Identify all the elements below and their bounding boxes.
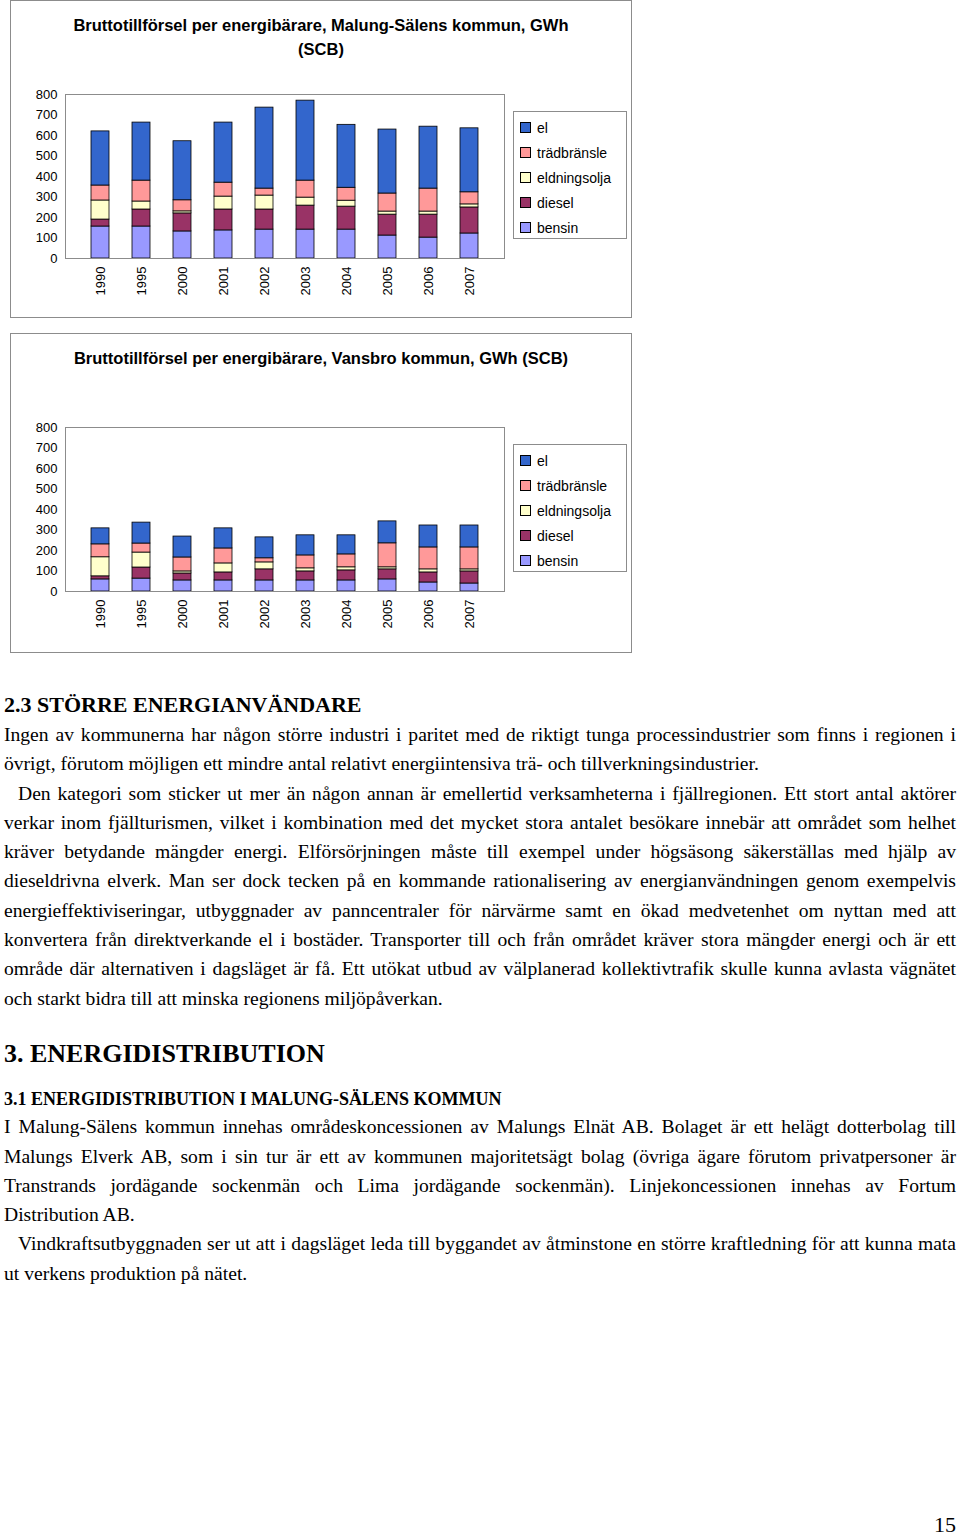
svg-text:500: 500 (36, 148, 58, 163)
svg-text:2006: 2006 (421, 600, 436, 629)
svg-text:2005: 2005 (380, 600, 395, 629)
svg-text:600: 600 (36, 461, 58, 476)
html-text:bensin: bensin (537, 219, 579, 236)
svg-text:2002: 2002 (257, 600, 272, 629)
html-text:Ingen av kommunerna har någon: Ingen av kommunerna har någon större ind… (4, 724, 956, 775)
html-text:diesel: diesel (537, 527, 574, 544)
svg-text:2007: 2007 (462, 600, 477, 629)
svg-text:2000: 2000 (175, 267, 190, 296)
html-text:trädbränsle: trädbränsle (537, 144, 607, 161)
svg-text:2006: 2006 (421, 267, 436, 296)
svg-text:500: 500 (36, 481, 58, 496)
html-text:Bruttotillförsel per energibär: Bruttotillförsel per energibärare, Vansb… (73, 349, 569, 367)
html-text:eldningsolja: eldningsolja (537, 169, 611, 186)
svg-text:2004: 2004 (339, 600, 354, 629)
svg-text:600: 600 (36, 128, 58, 143)
html-text:trädbränsle: trädbränsle (537, 477, 607, 494)
svg-text:0: 0 (50, 251, 57, 266)
svg-text:400: 400 (36, 169, 58, 184)
svg-text:200: 200 (36, 543, 58, 558)
html-text:eldningsolja: eldningsolja (537, 502, 611, 519)
svg-text:1990: 1990 (93, 267, 108, 296)
svg-text:400: 400 (36, 502, 58, 517)
svg-text:2003: 2003 (298, 267, 313, 296)
html-text:Bruttotillförsel per energibär: Bruttotillförsel per energibärare, Malun… (73, 16, 569, 58)
svg-text:300: 300 (36, 522, 58, 537)
svg-text:100: 100 (36, 230, 58, 245)
svg-text:2004: 2004 (339, 267, 354, 296)
html-text:I Malung-Sälens kommun innehas: I Malung-Sälens kommun innehas områdesko… (4, 1116, 956, 1226)
svg-text:2002: 2002 (257, 267, 272, 296)
html-text:bensin: bensin (537, 552, 579, 569)
svg-text:2001: 2001 (216, 267, 231, 296)
svg-text:800: 800 (36, 87, 58, 102)
svg-text:700: 700 (36, 107, 58, 122)
svg-text:1995: 1995 (134, 267, 149, 296)
svg-text:300: 300 (36, 189, 58, 204)
html-text:el: el (537, 119, 548, 136)
svg-text:2005: 2005 (380, 267, 395, 296)
svg-text:2007: 2007 (462, 267, 477, 296)
svg-text:1995: 1995 (134, 600, 149, 629)
html-text:15: 15 (934, 1512, 956, 1537)
html-text:diesel: diesel (537, 194, 574, 211)
html-text:el: el (537, 452, 548, 469)
html-text:3. ENERGIDISTRIBUTION: 3. ENERGIDISTRIBUTION (4, 1039, 325, 1068)
svg-text:1990: 1990 (93, 600, 108, 629)
html-text:Vindkraftsutbyggnaden ser ut a: Vindkraftsutbyggnaden ser ut att i dagsl… (4, 1233, 956, 1284)
svg-text:2001: 2001 (216, 600, 231, 629)
html-text:2.3 STÖRRE ENERGIANVÄNDARE: 2.3 STÖRRE ENERGIANVÄNDARE (4, 692, 362, 717)
svg-text:2000: 2000 (175, 600, 190, 629)
html-text:Den kategori som sticker ut me: Den kategori som sticker ut mer än någon… (4, 782, 956, 1009)
svg-text:2003: 2003 (298, 600, 313, 629)
svg-text:200: 200 (36, 210, 58, 225)
svg-text:100: 100 (36, 563, 58, 578)
svg-text:0: 0 (50, 584, 57, 599)
svg-text:800: 800 (36, 420, 58, 435)
html-text:3.1 ENERGIDISTRIBUTION I MALUN: 3.1 ENERGIDISTRIBUTION I MALUNG-SÄLENS K… (4, 1089, 502, 1110)
svg-text:700: 700 (36, 440, 58, 455)
